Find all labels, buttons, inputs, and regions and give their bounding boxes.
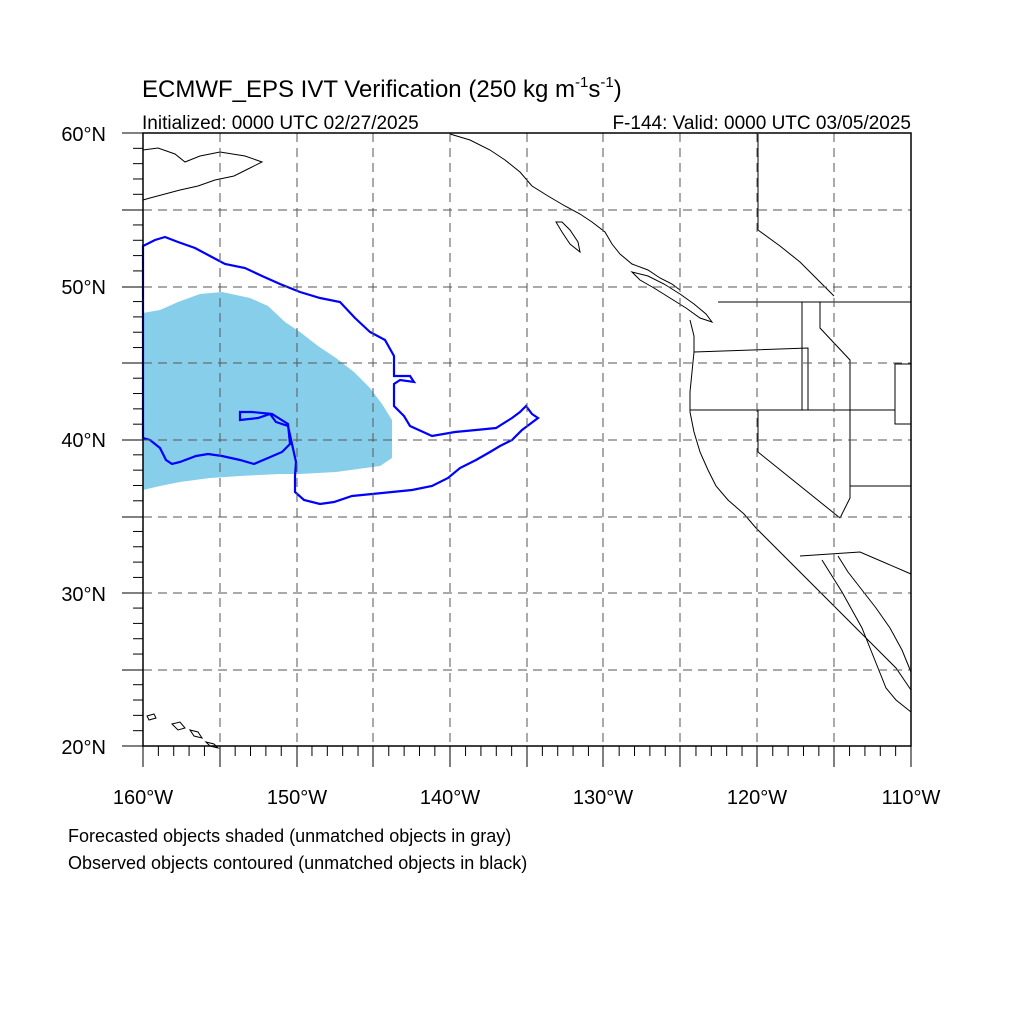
lat-label-40: 40°N xyxy=(61,430,106,452)
lon-label-150w: 150°W xyxy=(267,787,327,809)
baja-coastline xyxy=(821,559,912,713)
lat-label-20: 20°N xyxy=(61,737,106,759)
alberta-line xyxy=(894,363,911,425)
washington-oregon-border xyxy=(693,347,809,410)
alaska-coastline xyxy=(142,147,264,201)
alaska-southeast-coastline xyxy=(449,133,681,291)
map-area xyxy=(122,132,912,767)
tick-marks xyxy=(122,132,912,767)
lon-label-140w: 140°W xyxy=(420,787,480,809)
gulf-of-california-coast xyxy=(837,555,912,673)
minor-tick-marks xyxy=(133,147,897,756)
initialized-label: Initialized: 0000 UTC 02/27/2025 xyxy=(142,113,419,134)
bc-interior-line xyxy=(757,134,835,297)
lon-label-130w: 130°W xyxy=(573,787,633,809)
haida-gwaii-coastline xyxy=(555,221,581,254)
california-nevada-border xyxy=(757,410,841,519)
lon-label-160w: 160°W xyxy=(113,787,173,809)
lon-label-110w: 110°W xyxy=(882,787,941,809)
vancouver-island-coastline xyxy=(630,271,714,323)
nevada-arizona-border xyxy=(839,486,851,519)
hawaii-islands xyxy=(146,713,220,749)
mexico-border xyxy=(799,551,912,575)
latitude-labels: 60°N 50°N 40°N 30°N 20°N xyxy=(61,124,106,759)
map-title: ECMWF_EPS IVT Verification (250 kg m-1s-… xyxy=(142,74,622,103)
forecast-object xyxy=(143,292,392,490)
lat-lon-grid xyxy=(143,133,911,746)
longitude-labels: 160°W 150°W 140°W 130°W 120°W 110°W xyxy=(113,787,941,809)
lat-label-50: 50°N xyxy=(61,277,106,299)
legend-observed-caption: Observed objects contoured (unmatched ob… xyxy=(68,853,527,873)
idaho-border xyxy=(801,302,911,487)
lat-label-60: 60°N xyxy=(61,124,106,146)
legend-forecast-caption: Forecasted objects shaded (unmatched obj… xyxy=(68,826,511,846)
us-west-coastline xyxy=(689,319,912,691)
observed-object-contour xyxy=(141,235,540,506)
lat-label-30: 30°N xyxy=(61,584,106,606)
valid-time-label: F-144: Valid: 0000 UTC 03/05/2025 xyxy=(612,113,911,134)
coastlines xyxy=(142,133,912,749)
lon-label-120w: 120°W xyxy=(727,787,787,809)
